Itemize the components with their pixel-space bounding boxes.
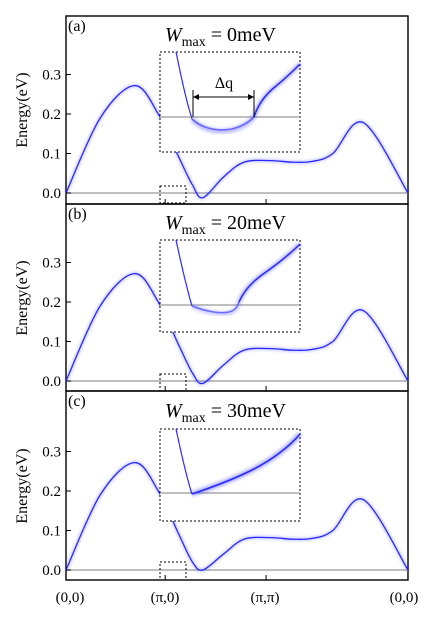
- y-tick-label: 0.3: [42, 256, 61, 272]
- y-axis-label-a: Energy(eV): [14, 72, 31, 147]
- panel-b: (b) Wmax = 20meV: [64, 203, 410, 392]
- y-tick-label: 0.3: [42, 68, 61, 84]
- title-symbol: W: [165, 24, 184, 46]
- inset-frame: [159, 428, 301, 522]
- inset-upper-branch: [238, 243, 301, 303]
- inset-c: [159, 428, 302, 522]
- title-subscript: max: [182, 223, 206, 238]
- title-value: = 0meV: [206, 24, 277, 46]
- x-tick-label: (π,0): [151, 590, 180, 606]
- band-curve: [65, 461, 409, 571]
- inset-frame: [159, 51, 301, 153]
- inset-a: Δq: [159, 51, 302, 153]
- y-tick-label: 0.2: [42, 295, 61, 311]
- panel-title: Wmax = 30meV: [165, 400, 286, 426]
- inset-dispersion-left: [175, 239, 193, 307]
- delta-q-arrowhead-right: [248, 94, 254, 100]
- y-tick-label: 0.3: [42, 445, 61, 461]
- x-tick-label: (π,π): [251, 590, 280, 606]
- y-tick-labels: 0.0 0.1 0.2 0.3 0.0 0.1 0.2 0.3 0.0 0.1 0.2 0.3: [42, 68, 71, 579]
- title-subscript: max: [182, 411, 206, 426]
- inset-pocket: [191, 116, 255, 131]
- y-tick-label: 0.0: [42, 374, 61, 390]
- panel-title: Wmax = 0meV: [165, 24, 276, 50]
- zoom-box: [159, 373, 187, 392]
- title-subscript: max: [182, 35, 206, 50]
- panel-c: (c) Wmax = 30meV: [64, 390, 410, 581]
- inset-b: [159, 239, 302, 333]
- delta-q-arrowhead-left: [193, 94, 199, 100]
- inset-upper-branch: [191, 433, 301, 495]
- title-symbol: W: [165, 212, 184, 234]
- y-tick-label: 0.1: [42, 147, 61, 163]
- y-tick-label: 0.1: [42, 524, 61, 540]
- title-symbol: W: [165, 400, 184, 422]
- title-value: = 30meV: [206, 400, 287, 422]
- panel-a: Δq (a) Wmax = 0meV: [64, 15, 410, 205]
- band-curve: [65, 272, 409, 385]
- inset-upper-branch: [253, 63, 301, 118]
- y-axis-label-c: Energy(eV): [14, 448, 31, 523]
- x-tick-labels: (0,0) (π,0) (π,π) (0,0): [56, 199, 419, 606]
- x-tick-label: (0,0): [390, 590, 419, 606]
- panel-label: (c): [68, 393, 86, 410]
- y-tick-label: 0.1: [42, 335, 61, 351]
- inset-pocket: [191, 301, 240, 314]
- panel-label: (a): [68, 18, 86, 35]
- y-tick-label: 0.0: [42, 563, 61, 579]
- plot-frame: [65, 390, 409, 581]
- inset-dispersion-left: [175, 428, 193, 495]
- title-value: = 20meV: [206, 212, 287, 234]
- band-curve: [65, 84, 409, 199]
- delta-q-label: Δq: [215, 75, 233, 92]
- zoom-box: [159, 185, 187, 204]
- x-tick-label: (0,0): [56, 590, 85, 606]
- zoom-box: [159, 561, 187, 581]
- y-tick-label: 0.0: [42, 186, 61, 202]
- panel-title: Wmax = 20meV: [165, 212, 286, 238]
- panel-label: (b): [68, 206, 87, 223]
- y-tick-label: 0.2: [42, 107, 61, 123]
- inset-frame: [159, 239, 301, 333]
- y-tick-label: 0.2: [42, 484, 61, 500]
- y-axis-label-b: Energy(eV): [14, 260, 31, 335]
- inset-dispersion-left: [175, 51, 193, 120]
